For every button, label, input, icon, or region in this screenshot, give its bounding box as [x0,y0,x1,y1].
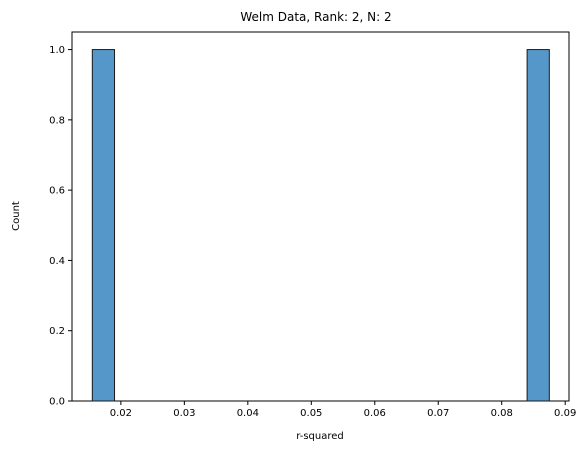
y-tick-label: 0.0 [49,397,65,408]
x-tick-label: 0.05 [300,408,322,419]
x-tick-label: 0.07 [427,408,449,419]
x-tick-label: 0.04 [237,408,259,419]
y-tick-label: 0.2 [49,326,65,337]
y-tick-label: 0.4 [49,256,65,267]
x-ticks: 0.02 0.03 0.04 0.05 0.06 0.07 0.08 0.09 [110,401,576,419]
x-axis-label: r-squared [296,431,344,442]
histogram-bar [527,50,549,401]
bars-group [92,50,549,401]
x-tick-label: 0.06 [364,408,386,419]
y-ticks: 0.0 0.2 0.4 0.6 0.8 1.0 [49,45,72,407]
y-tick-label: 1.0 [49,45,65,56]
x-tick-label: 0.03 [173,408,195,419]
chart-title: Welm Data, Rank: 2, N: 2 [240,10,391,24]
x-tick-label: 0.02 [110,408,132,419]
plot-area [72,32,569,401]
x-tick-label: 0.09 [554,408,576,419]
histogram-bar [92,50,114,401]
y-tick-label: 0.8 [49,115,65,126]
x-tick-label: 0.08 [491,408,513,419]
y-tick-label: 0.6 [49,186,65,197]
y-axis-label: Count [11,201,22,231]
